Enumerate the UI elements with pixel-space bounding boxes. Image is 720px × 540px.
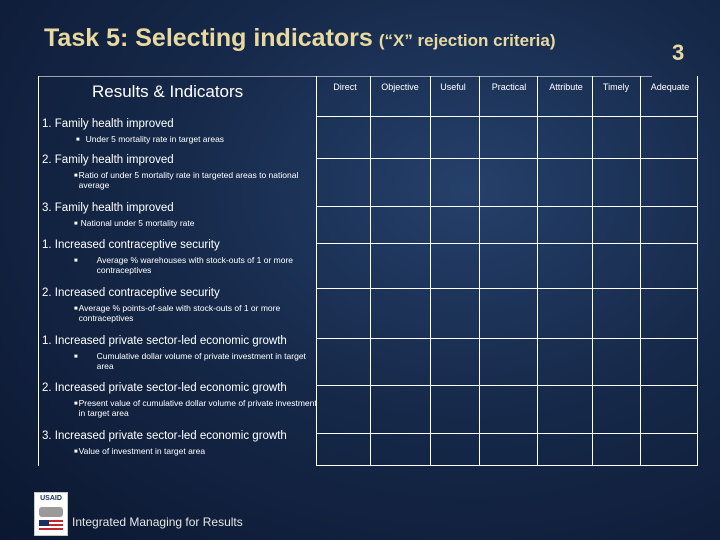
indicator-item: ■ Ratio of under 5 mortality rate in targ… <box>74 170 304 190</box>
table-row-line <box>316 385 698 386</box>
results-indicators-header: Results & Indicators <box>92 82 244 101</box>
table-divider <box>370 76 371 466</box>
title-rule <box>38 76 652 77</box>
table-row-line <box>316 116 698 117</box>
table-row-line <box>316 288 698 289</box>
table-row: 3. Family health improved ■ National unde… <box>42 202 195 229</box>
table-row-line <box>316 243 698 244</box>
indicator-item: ■ Average % points-of-sale with stock-out… <box>74 303 304 323</box>
footer-text: Integrated Managing for Results <box>72 515 243 529</box>
indicator-text: Under 5 mortality rate in target areas <box>85 134 225 144</box>
result-title: 1. Increased private sector-led economic… <box>42 335 287 347</box>
slide-title: Task 5: Selecting indicators (“X” rejecti… <box>44 24 555 53</box>
table-divider <box>430 76 431 466</box>
table-border-right <box>697 76 698 466</box>
table-row: 2. Family health improved ■ Ratio of unde… <box>42 154 304 190</box>
usaid-logo: USAID <box>34 492 68 536</box>
indicator-text: Cumulative dollar volume of private inve… <box>96 351 306 371</box>
indicator-text: Ratio of under 5 mortality rate in targe… <box>78 170 299 190</box>
table-row-line <box>316 158 698 159</box>
bullet-icon: ■ <box>74 354 78 360</box>
result-title: 3. Increased private sector-led economic… <box>42 430 287 442</box>
indicator-text: Value of investment in target area <box>78 446 206 456</box>
criterion-timely: Timely <box>602 82 630 92</box>
bullet-icon: ■ <box>74 173 78 179</box>
indicator-text: Average % warehouses with stock-outs of … <box>96 255 294 275</box>
result-title: 2. Increased private sector-led economic… <box>42 382 287 394</box>
indicator-text: National under 5 mortality rate <box>80 218 195 228</box>
criterion-adequate: Adequate <box>650 82 690 92</box>
bullet-icon: ■ <box>74 258 78 264</box>
indicator-item: ■ Present value of cumulative dollar volu… <box>74 398 319 418</box>
result-title: 2. Family health improved <box>42 154 174 166</box>
table-row: 1. Increased contraceptive security ■ Ave… <box>42 239 314 275</box>
indicator-item: ■ Under 5 mortality rate in target areas <box>76 134 224 145</box>
indicator-item: ■ National under 5 mortality rate <box>74 218 195 229</box>
handshake-icon <box>39 507 63 517</box>
table-divider <box>592 76 593 466</box>
table-border-left <box>38 76 39 466</box>
result-title: 3. Family health improved <box>42 202 174 214</box>
indicator-text: Present value of cumulative dollar volum… <box>78 398 317 418</box>
slide-number: 3 <box>672 40 685 65</box>
criterion-objective: Objective <box>381 82 419 92</box>
criterion-practical: Practical <box>491 82 527 92</box>
table-row-line <box>316 206 698 207</box>
result-title: 1. Increased contraceptive security <box>42 239 220 251</box>
table-divider <box>316 76 317 466</box>
table-row: 2. Increased private sector-led economic… <box>42 382 319 418</box>
table-row: 1. Increased private sector-led economic… <box>42 335 314 371</box>
criterion-direct: Direct <box>333 82 357 92</box>
table-row-line <box>316 433 698 434</box>
table-row: 1. Family health improved ■ Under 5 morta… <box>42 118 224 145</box>
logo-text: USAID <box>40 495 62 502</box>
criterion-attribute: Attribute <box>549 82 583 92</box>
table-divider <box>537 76 538 466</box>
indicator-item: ■ Average % warehouses with stock-outs of… <box>74 255 314 275</box>
bullet-icon: ■ <box>74 221 78 227</box>
table-row-line <box>316 465 698 466</box>
indicator-item: ■ Value of investment in target area <box>74 446 287 457</box>
table-row: 2. Increased contraceptive security ■ Ave… <box>42 287 304 323</box>
bullet-icon: ■ <box>74 306 78 312</box>
indicator-table-grid <box>38 76 698 466</box>
table-divider <box>640 76 641 466</box>
bullet-icon: ■ <box>74 449 78 455</box>
slide-title-main: Task 5: Selecting indicators <box>44 24 373 52</box>
result-title: 1. Family health improved <box>42 118 174 130</box>
indicator-item: ■ Cumulative dollar volume of private inv… <box>74 351 314 371</box>
slide-title-sub: (“X” rejection criteria) <box>378 31 556 50</box>
criterion-useful: Useful <box>440 82 466 92</box>
table-divider <box>479 76 480 466</box>
result-title: 2. Increased contraceptive security <box>42 287 220 299</box>
table-row: 3. Increased private sector-led economic… <box>42 430 287 457</box>
indicator-text: Average % points-of-sale with stock-outs… <box>78 303 281 323</box>
table-row-line <box>316 338 698 339</box>
bullet-icon: ■ <box>74 401 78 407</box>
flag-field-icon <box>39 520 49 526</box>
bullet-icon: ■ <box>76 137 80 143</box>
